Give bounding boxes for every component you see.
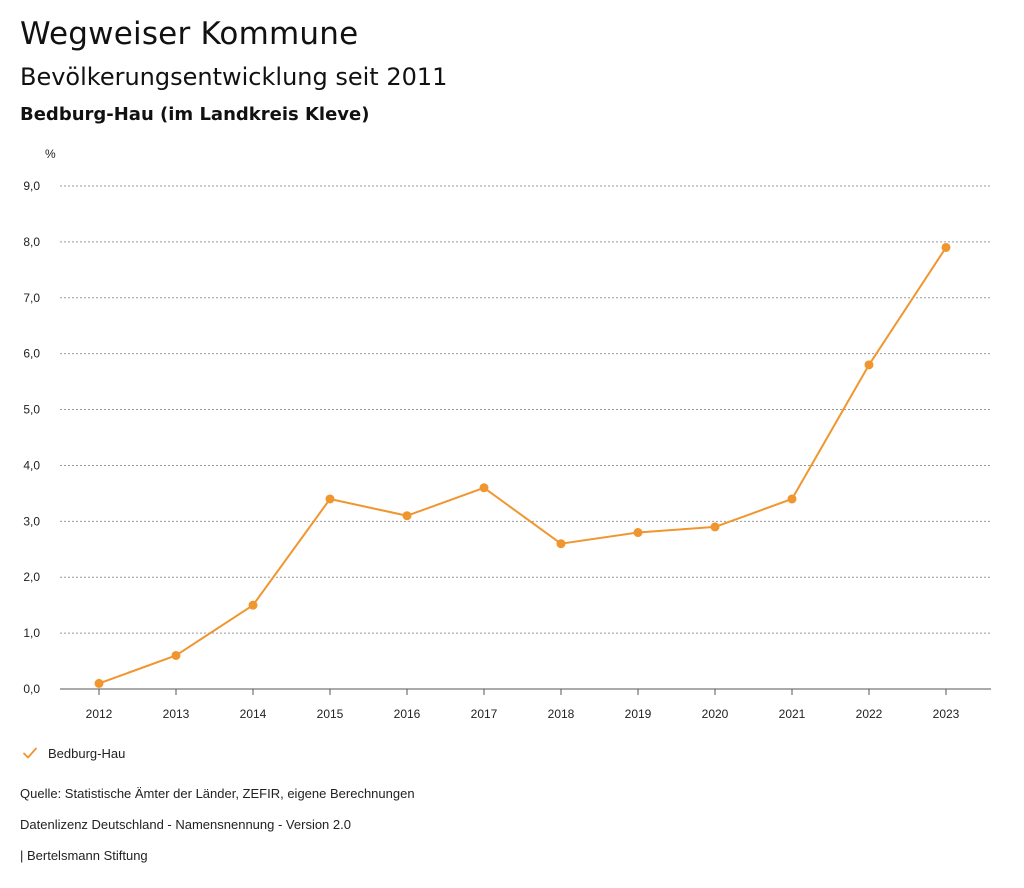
y-tick-label: 3,0 bbox=[23, 514, 40, 528]
y-tick-label: 5,0 bbox=[23, 403, 40, 417]
data-point bbox=[479, 483, 489, 493]
data-point bbox=[864, 360, 874, 370]
y-tick-label: 6,0 bbox=[23, 347, 40, 361]
y-tick-label: 1,0 bbox=[23, 626, 40, 640]
y-tick-label: 7,0 bbox=[23, 291, 40, 305]
legend[interactable]: Bedburg-Hau bbox=[22, 745, 125, 761]
y-axis-unit-label: % bbox=[45, 147, 56, 161]
grid-lines bbox=[60, 185, 991, 634]
y-tick-label: 9,0 bbox=[23, 179, 40, 193]
x-tick-label: 2020 bbox=[702, 707, 729, 721]
x-tick-label: 2023 bbox=[933, 707, 960, 721]
page-title: Wegweiser Kommune bbox=[20, 16, 359, 52]
x-tick-label: 2017 bbox=[471, 707, 498, 721]
line-chart: 0,0 1,0 2,0 3,0 4,0 5,0 6,0 7,0 8,0 9,0% 2012 2013 2… bbox=[23, 147, 991, 721]
data-point bbox=[94, 678, 104, 688]
x-tick-label: 2012 bbox=[86, 707, 113, 721]
data-series bbox=[94, 242, 951, 688]
x-tick-label: 2019 bbox=[625, 707, 652, 721]
region-label: Bedburg-Hau (im Landkreis Kleve) bbox=[20, 104, 370, 125]
source-note: Quelle: Statistische Ämter der Länder, Z… bbox=[20, 786, 415, 801]
x-tick-label: 2021 bbox=[779, 707, 806, 721]
data-point bbox=[941, 242, 951, 252]
y-tick-label: 2,0 bbox=[23, 570, 40, 584]
license-note: Datenlizenz Deutschland - Namensnennung … bbox=[20, 817, 351, 832]
data-point bbox=[402, 511, 412, 521]
data-point bbox=[556, 539, 566, 549]
data-point bbox=[325, 494, 335, 504]
data-point bbox=[633, 528, 643, 538]
data-point bbox=[787, 494, 797, 504]
x-tick-label: 2014 bbox=[240, 707, 267, 721]
x-tick-label: 2015 bbox=[317, 707, 344, 721]
data-point bbox=[710, 522, 720, 532]
axes: 0,0 1,0 2,0 3,0 4,0 5,0 6,0 7,0 8,0 9,0% 2012 2013 2… bbox=[23, 147, 991, 721]
data-point bbox=[248, 600, 258, 610]
y-tick-label: 0,0 bbox=[23, 682, 40, 696]
check-icon bbox=[23, 747, 37, 759]
data-point bbox=[171, 650, 181, 660]
series-line-bedburg-hau bbox=[98, 246, 947, 685]
x-tick-label: 2022 bbox=[856, 707, 883, 721]
x-tick-label: 2013 bbox=[163, 707, 190, 721]
legend-label-bedburg-hau: Bedburg-Hau bbox=[48, 745, 126, 761]
x-tick-label: 2016 bbox=[394, 707, 421, 721]
y-tick-label: 4,0 bbox=[23, 458, 40, 472]
chart-subtitle: Bevölkerungsentwicklung seit 2011 bbox=[20, 63, 448, 91]
x-tick-label: 2018 bbox=[548, 707, 575, 721]
publisher-note: | Bertelsmann Stiftung bbox=[20, 848, 148, 863]
y-tick-label: 8,0 bbox=[23, 235, 40, 249]
